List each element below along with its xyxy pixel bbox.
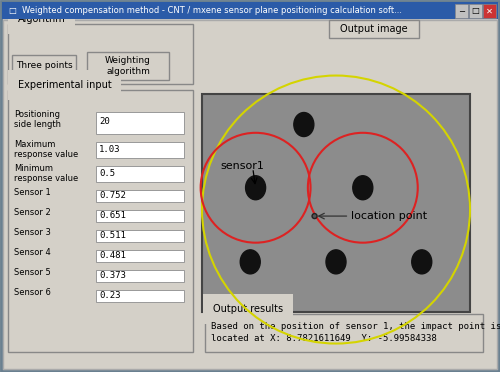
Text: Sensor 1: Sensor 1 xyxy=(14,188,51,197)
Text: Algorithm: Algorithm xyxy=(18,14,66,24)
Text: 0.481: 0.481 xyxy=(99,250,126,260)
Text: □: □ xyxy=(8,6,16,15)
Text: Sensor 6: Sensor 6 xyxy=(14,288,51,297)
Text: Minimum
response value: Minimum response value xyxy=(14,164,78,183)
Text: Maximum
response value: Maximum response value xyxy=(14,140,78,159)
FancyBboxPatch shape xyxy=(455,4,468,18)
FancyBboxPatch shape xyxy=(96,270,184,282)
Ellipse shape xyxy=(326,250,346,274)
Text: Experimental input: Experimental input xyxy=(18,80,112,90)
Text: Sensor 5: Sensor 5 xyxy=(14,268,51,277)
FancyBboxPatch shape xyxy=(96,230,184,242)
Text: 0.373: 0.373 xyxy=(99,270,126,279)
FancyBboxPatch shape xyxy=(2,2,498,19)
Text: Output results: Output results xyxy=(213,304,283,314)
Text: 0.5: 0.5 xyxy=(99,169,115,177)
Text: sensor1: sensor1 xyxy=(221,161,264,171)
FancyBboxPatch shape xyxy=(202,94,470,312)
Circle shape xyxy=(312,214,317,219)
FancyBboxPatch shape xyxy=(96,166,184,182)
Text: 0.23: 0.23 xyxy=(99,291,120,299)
Text: □: □ xyxy=(472,6,480,16)
FancyBboxPatch shape xyxy=(96,250,184,262)
FancyBboxPatch shape xyxy=(96,112,184,134)
Text: 0.752: 0.752 xyxy=(99,190,126,199)
FancyBboxPatch shape xyxy=(87,52,169,80)
Ellipse shape xyxy=(294,112,314,137)
Ellipse shape xyxy=(240,250,260,274)
Text: 1.03: 1.03 xyxy=(99,144,120,154)
Text: ✕: ✕ xyxy=(486,6,493,16)
FancyBboxPatch shape xyxy=(96,290,184,302)
Ellipse shape xyxy=(412,250,432,274)
Text: Based on the position of sensor 1, the impact point is: Based on the position of sensor 1, the i… xyxy=(211,322,500,331)
FancyBboxPatch shape xyxy=(469,4,482,18)
FancyBboxPatch shape xyxy=(8,24,193,84)
Text: Positioning
side length: Positioning side length xyxy=(14,110,61,129)
Ellipse shape xyxy=(353,176,373,200)
FancyBboxPatch shape xyxy=(96,190,184,202)
FancyBboxPatch shape xyxy=(205,314,483,352)
Text: Weighted compensation method - CNT / mxene sensor plane positioning calculation : Weighted compensation method - CNT / mxe… xyxy=(22,6,402,15)
FancyBboxPatch shape xyxy=(483,4,496,18)
Text: located at X: 8.7821611649  Y: -5.99584338: located at X: 8.7821611649 Y: -5.9958433… xyxy=(211,334,437,343)
Text: Sensor 4: Sensor 4 xyxy=(14,248,51,257)
FancyBboxPatch shape xyxy=(3,20,497,369)
FancyBboxPatch shape xyxy=(8,90,193,352)
Text: Sensor 3: Sensor 3 xyxy=(14,228,51,237)
Text: 20: 20 xyxy=(99,118,110,126)
FancyBboxPatch shape xyxy=(329,20,419,38)
FancyBboxPatch shape xyxy=(96,210,184,222)
Text: 0.511: 0.511 xyxy=(99,231,126,240)
FancyBboxPatch shape xyxy=(12,55,76,77)
Text: location point: location point xyxy=(352,211,428,221)
Text: Weighting
algorithm: Weighting algorithm xyxy=(105,56,151,76)
Text: Sensor 2: Sensor 2 xyxy=(14,208,51,217)
Text: Output image: Output image xyxy=(340,24,408,34)
Ellipse shape xyxy=(246,176,266,200)
Text: ─: ─ xyxy=(459,6,464,16)
FancyBboxPatch shape xyxy=(96,142,184,158)
Text: 0.651: 0.651 xyxy=(99,211,126,219)
Text: Three points: Three points xyxy=(16,61,72,71)
